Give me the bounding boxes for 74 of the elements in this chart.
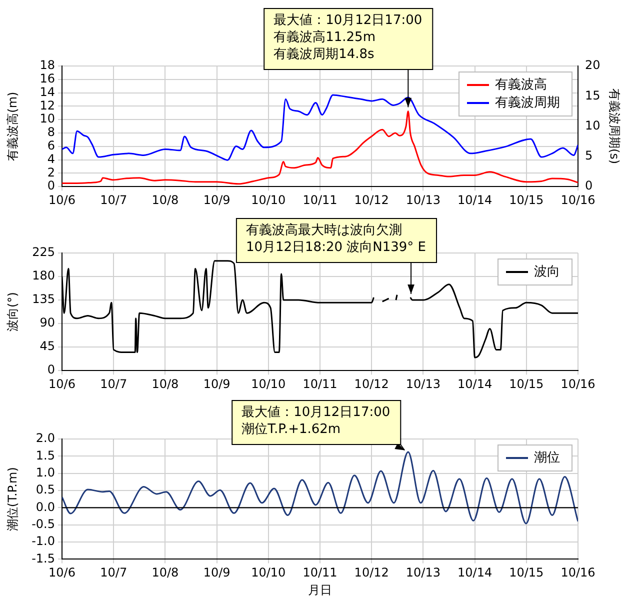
x-tick-label: 10/13 <box>406 376 440 391</box>
y-tick-label: 0 <box>47 178 55 193</box>
y2-tick-label: 5 <box>585 148 593 163</box>
x-tick-label: 10/8 <box>152 192 179 207</box>
y-tick-label: 90 <box>40 316 55 330</box>
y-tick-label: -0.5 <box>32 516 55 531</box>
x-tick-label: 10/15 <box>509 192 544 207</box>
legend-label: 波向 <box>534 264 560 280</box>
x-tick-label: 10/8 <box>152 566 179 580</box>
y2-tick-label: 10 <box>585 118 600 132</box>
x-tick-label: 10/10 <box>251 192 286 207</box>
x-tick-label: 10/15 <box>509 566 544 580</box>
y-tick-label: 135 <box>32 292 55 306</box>
y-tick-label: 12 <box>40 98 55 112</box>
y-tick-label: 6 <box>47 138 55 153</box>
x-tick-label: 10/10 <box>251 566 286 580</box>
y-tick-label: 180 <box>32 268 55 283</box>
y-tick-label: 14 <box>40 84 55 99</box>
y-tick-label: -1.0 <box>32 534 55 548</box>
y-tick-label: 0 <box>47 362 55 377</box>
x-tick-label: 10/7 <box>100 376 128 391</box>
x-tick-label: 10/12 <box>354 566 389 580</box>
y2-tick-label: 20 <box>585 58 600 72</box>
x-tick-label: 10/16 <box>560 566 596 580</box>
x-tick-label: 10/11 <box>302 566 338 580</box>
y2-tick-label: 15 <box>585 88 600 102</box>
x-tick-label: 10/8 <box>152 376 179 391</box>
y-tick-label: 1.5 <box>36 448 55 462</box>
annotation: 有義波高最大時は波向欠測 10月12日18:20 波向N139° E <box>246 222 426 255</box>
x-tick-label: 10/9 <box>203 376 230 391</box>
x-tick-label: 10/6 <box>48 376 76 391</box>
x-tick-label: 10/16 <box>560 192 596 207</box>
x-tick-label: 10/13 <box>406 566 440 580</box>
y2-axis-title: 有義波周期(s) <box>608 88 622 164</box>
x-tick-label: 10/14 <box>458 192 492 207</box>
y2-tick-label: 0 <box>585 178 593 193</box>
x-tick-label: 10/7 <box>100 566 128 580</box>
x-tick-label: 10/6 <box>48 566 76 580</box>
x-tick-label: 10/9 <box>203 192 230 207</box>
x-tick-label: 10/12 <box>354 192 389 207</box>
annotation: 最大値：10月12日17:00 有義波高11.25m 有義波周期14.8s <box>274 12 422 62</box>
y-axis-title: 潮位(T.P.m) <box>5 467 20 532</box>
y-tick-label: 1.0 <box>36 465 55 480</box>
y-tick-label: 225 <box>32 245 55 260</box>
x-tick-label: 10/11 <box>302 192 338 207</box>
y-tick-label: 8 <box>47 125 55 140</box>
x-tick-label: 10/9 <box>203 566 230 580</box>
x-tick-label: 10/14 <box>458 376 492 391</box>
y-tick-label: -1.5 <box>32 551 55 566</box>
y-tick-label: 0.5 <box>36 482 55 497</box>
x-tick-label: 10/11 <box>302 376 338 391</box>
x-axis-title: 月日 <box>308 582 332 597</box>
y-axis-title: 波向(°) <box>5 292 20 332</box>
y-tick-label: 10 <box>40 112 55 126</box>
y-axis-title: 有義波高(m) <box>5 92 20 161</box>
annotation: 最大値：10月12日17:00 潮位T.P.+1.62m <box>242 404 390 437</box>
y-tick-label: 18 <box>40 58 55 72</box>
x-tick-label: 10/16 <box>560 376 596 391</box>
y-tick-label: 2.0 <box>36 431 55 446</box>
y-tick-label: 16 <box>40 72 55 86</box>
legend-label: 有義波周期 <box>495 95 560 110</box>
x-tick-label: 10/13 <box>406 192 440 207</box>
legend-label: 潮位 <box>534 450 560 466</box>
y-tick-label: 45 <box>40 339 55 354</box>
y-tick-label: 0.0 <box>36 500 55 514</box>
legend-label: 有義波高 <box>495 76 547 92</box>
x-tick-label: 10/12 <box>354 376 389 391</box>
y-tick-label: 4 <box>47 152 55 166</box>
y-tick-label: 2 <box>47 165 55 180</box>
x-tick-label: 10/10 <box>251 376 286 391</box>
x-tick-label: 10/6 <box>48 192 76 207</box>
x-tick-label: 10/7 <box>100 192 128 207</box>
x-tick-label: 10/14 <box>458 566 492 580</box>
x-tick-label: 10/15 <box>509 376 544 391</box>
